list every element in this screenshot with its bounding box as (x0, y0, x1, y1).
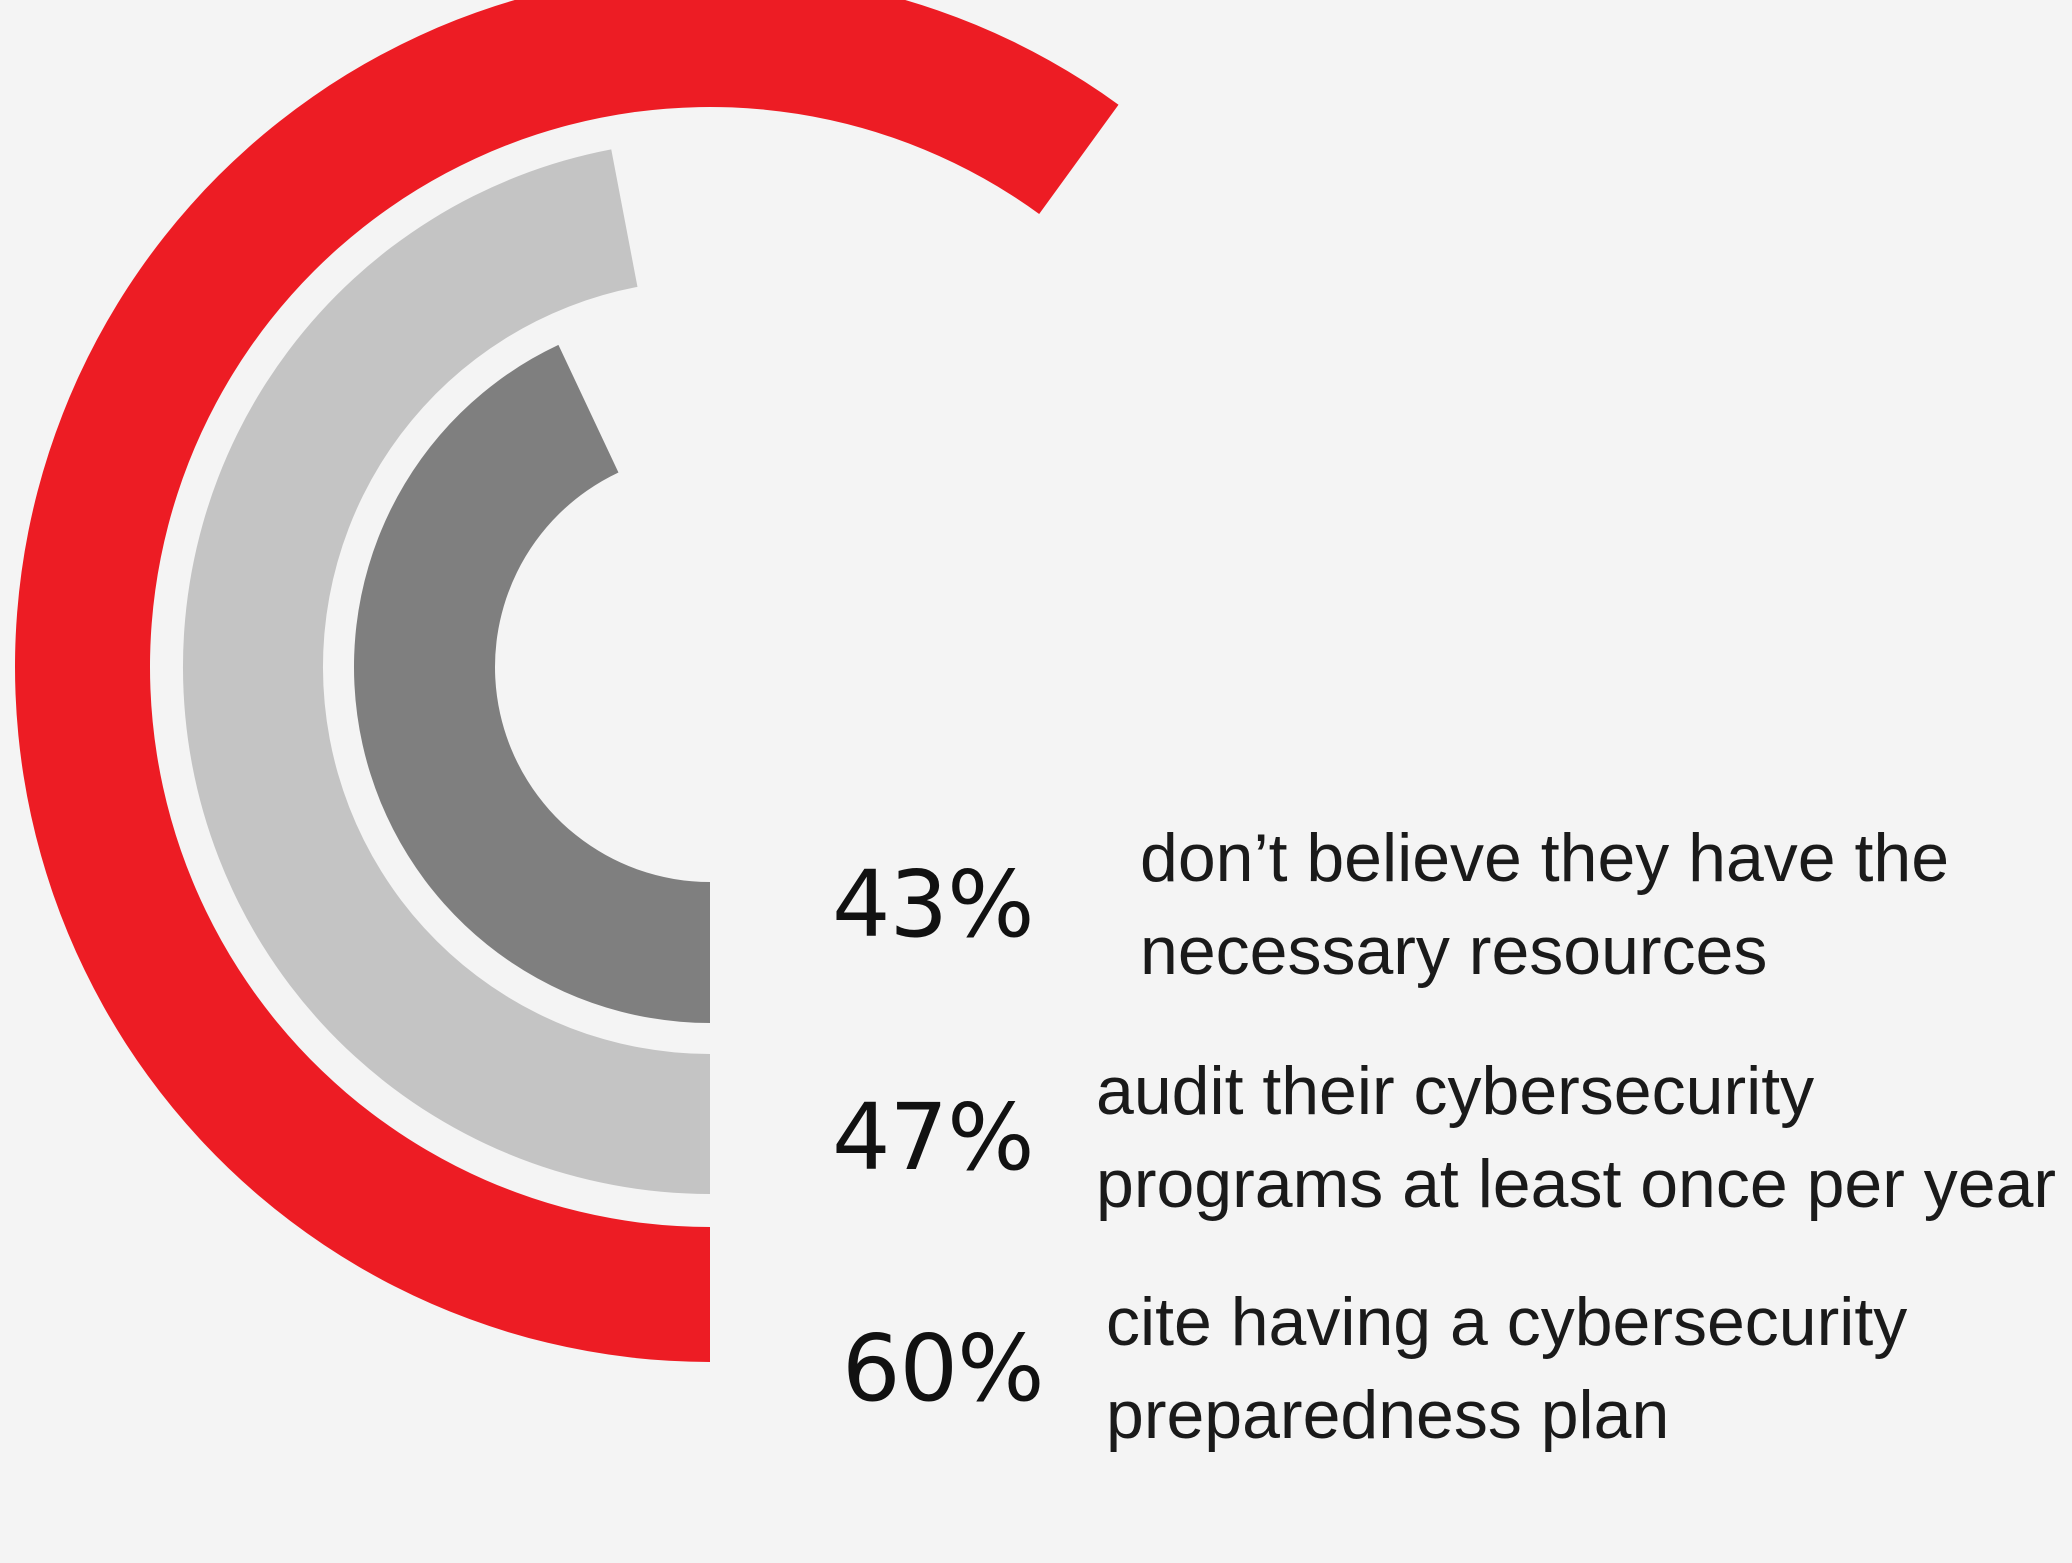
stat-percent-47: 47% (832, 1084, 1034, 1191)
stat-description-47: audit their cybersecurity programs at le… (1096, 1045, 2056, 1231)
stat-description-43-line-1: don’t believe they have the (1140, 820, 1950, 896)
stat-description-60-line-1: cite having a cybersecurity (1106, 1284, 1908, 1360)
stat-description-47-line-2: programs at least once per year (1096, 1146, 2057, 1222)
stat-description-43: don’t believe they have the necessary re… (1140, 812, 1949, 998)
stat-row-47: 47% audit their cybersecurity programs a… (832, 1045, 2056, 1231)
stat-description-60: cite having a cybersecurity preparedness… (1106, 1276, 1907, 1462)
stat-description-47-line-1: audit their cybersecurity (1096, 1053, 1815, 1129)
stat-description-43-line-2: necessary resources (1140, 913, 1768, 989)
stat-row-60: 60% cite having a cybersecurity prepared… (842, 1276, 1907, 1462)
stat-description-60-line-2: preparedness plan (1106, 1377, 1670, 1453)
stat-row-43: 43% don’t believe they have the necessar… (832, 812, 1949, 998)
arc-60-percent (15, 0, 1119, 1362)
stat-percent-60: 60% (842, 1315, 1044, 1422)
arc-43-percent (353, 344, 710, 1023)
arc-47-percent (182, 149, 711, 1195)
stat-percent-43: 43% (832, 851, 1034, 958)
